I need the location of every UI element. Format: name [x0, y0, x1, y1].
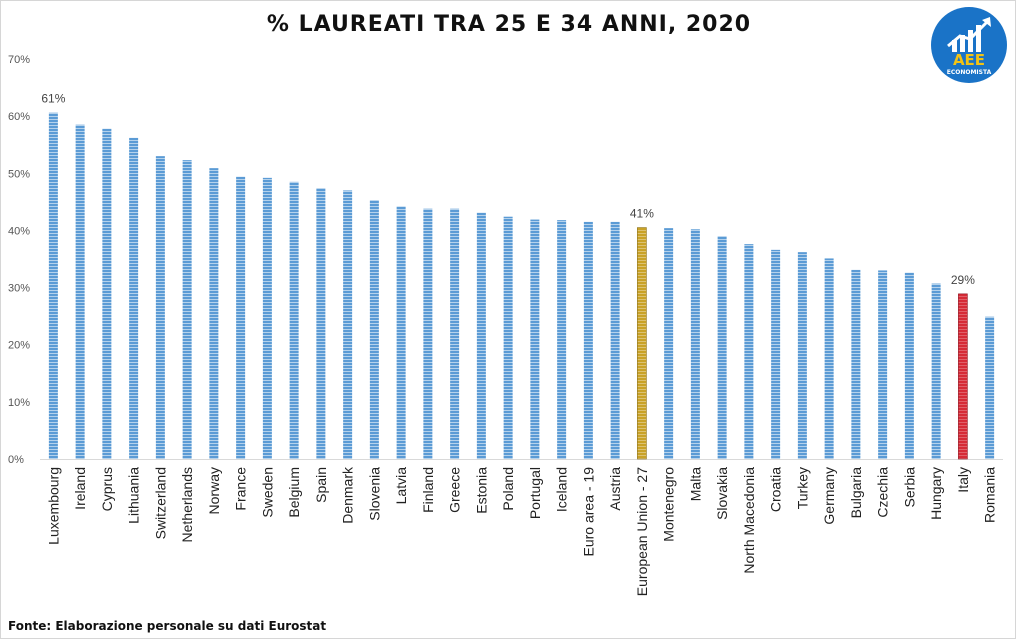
x-category-label: Finland [420, 467, 436, 513]
x-category-label: Malta [687, 467, 703, 501]
bar-estonia [476, 212, 486, 459]
bar-hungary [931, 283, 941, 459]
chart-title: % LAUREATI TRA 25 E 34 ANNI, 2020 [266, 12, 752, 37]
bar-croatia [771, 249, 781, 459]
x-category-label: Latvia [393, 467, 409, 505]
bar-cyprus [102, 128, 112, 459]
bar-montenegro [664, 228, 674, 459]
x-category-label: Switzerland [152, 467, 168, 539]
data-labels: 61% 41% 29% [41, 92, 975, 287]
bar-austria [610, 221, 620, 459]
bar-portugal [530, 219, 540, 459]
bar-serbia [904, 272, 914, 459]
x-category-label: Slovenia [366, 467, 382, 521]
x-category-label: Lithuania [126, 467, 142, 524]
source-note: Fonte: Elaborazione personale su dati Eu… [8, 619, 327, 633]
x-category-label: Bulgaria [848, 467, 864, 519]
bar-ireland [75, 124, 85, 459]
bar-spain [316, 188, 326, 459]
x-category-label: Romania [982, 467, 998, 523]
bar-lithuania [129, 137, 139, 459]
bar-latvia [396, 206, 406, 459]
bar-poland [503, 216, 513, 459]
x-category-label: Norway [206, 467, 222, 514]
data-label: 29% [951, 273, 975, 287]
x-category-label: Spain [313, 467, 329, 503]
x-category-label: Montenegro [661, 467, 677, 542]
bar-european-union-27 [637, 227, 647, 460]
x-category-label: Denmark [340, 466, 356, 524]
x-category-label: Luxembourg [45, 467, 61, 545]
bar-finland [423, 208, 433, 459]
bar-romania [985, 316, 995, 459]
x-category-label: Portugal [527, 467, 543, 519]
bar-norway [209, 168, 219, 459]
x-category-label: Ireland [72, 467, 88, 510]
bar-denmark [343, 190, 353, 459]
data-label: 41% [630, 207, 654, 221]
bar-italy [958, 293, 968, 460]
y-tick-label: 70% [8, 54, 30, 66]
bar-luxembourg [48, 112, 58, 459]
bar-north-macedonia [744, 244, 754, 459]
x-category-label: North Macedonia [741, 467, 757, 574]
x-category-label: Euro area - 19 [580, 467, 596, 557]
logo-subtext: ECONOMISTA [947, 69, 992, 76]
bar-turkey [797, 252, 807, 459]
bar-netherlands [182, 160, 192, 459]
x-category-label: Estonia [473, 467, 489, 514]
x-category-label: Belgium [286, 467, 302, 518]
bar-switzerland [155, 156, 165, 459]
y-tick-label: 60% [8, 111, 30, 123]
economista-logo: AEE ECONOMISTA [931, 7, 1007, 83]
x-category-label: Hungary [928, 467, 944, 520]
x-axis-labels: Luxembourg Ireland Cyprus Lithuania Switzerl… [45, 466, 997, 596]
y-tick-label: 30% [8, 283, 30, 295]
x-category-label: European Union - 27 [634, 467, 650, 596]
bar-bulgaria [851, 269, 861, 459]
x-category-label: France [233, 467, 249, 511]
x-category-label: Croatia [768, 467, 784, 512]
y-tick-label: 40% [8, 225, 30, 237]
logo-text: AEE [953, 51, 985, 69]
bar-slovenia [369, 200, 379, 459]
x-category-label: Germany [821, 467, 837, 525]
bar-france [236, 176, 246, 459]
x-category-label: Serbia [901, 467, 917, 508]
x-category-label: Austria [607, 467, 623, 511]
bar-sweden [262, 177, 272, 459]
bar-belgium [289, 181, 299, 459]
x-category-label: Slovakia [714, 467, 730, 520]
x-category-label: Iceland [554, 467, 570, 512]
x-category-label: Cyprus [99, 467, 115, 511]
y-tick-label: 20% [8, 340, 30, 352]
x-category-label: Greece [447, 467, 463, 513]
x-category-label: Poland [500, 467, 516, 511]
x-category-label: Italy [955, 467, 971, 493]
data-label: 61% [41, 92, 65, 106]
bar-iceland [557, 220, 567, 459]
y-tick-label: 50% [8, 168, 30, 180]
bar-germany [824, 258, 834, 459]
bars-group [48, 112, 995, 460]
bar-euro-area-19 [583, 221, 593, 459]
y-tick-label: 10% [8, 397, 30, 409]
bar-czechia [878, 270, 888, 459]
bar-greece [450, 208, 460, 459]
y-axis: 0% 10% 20% 30% 40% 50% 60% 70% [8, 54, 1003, 466]
y-tick-label: 0% [8, 454, 24, 466]
bar-malta [690, 229, 700, 459]
bar-slovakia [717, 236, 727, 459]
x-category-label: Czechia [875, 467, 891, 518]
x-category-label: Netherlands [179, 467, 195, 543]
x-category-label: Sweden [259, 467, 275, 518]
x-category-label: Turkey [794, 467, 810, 509]
